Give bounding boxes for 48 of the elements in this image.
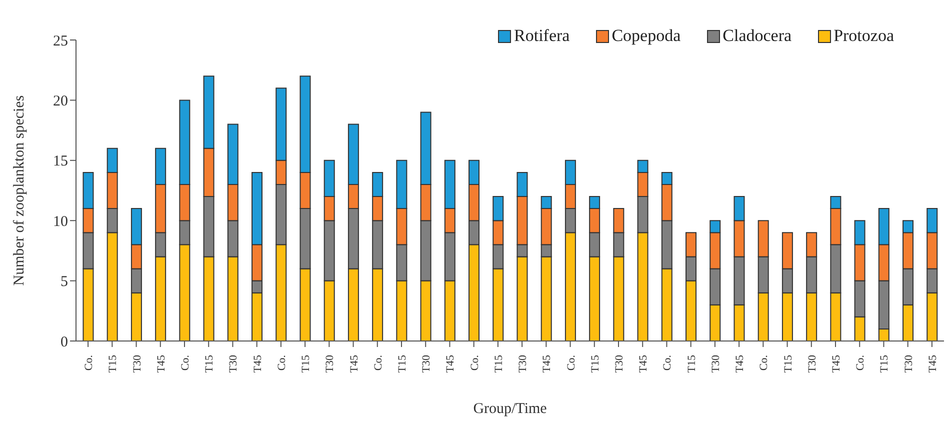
x-tick-label: T15: [204, 354, 216, 373]
x-tick-label: Co.: [180, 354, 192, 371]
x-tick-label: T15: [396, 354, 408, 373]
x-tick-label: T45: [734, 354, 746, 373]
y-tick-label: 10: [53, 214, 68, 230]
x-tick-label: T45: [830, 354, 842, 373]
x-tick-label: T15: [107, 354, 120, 373]
x-tick-label: T15: [492, 354, 505, 373]
x-tick-label: T15: [878, 354, 891, 373]
x-tick-label: T30: [324, 354, 336, 373]
x-tick-label: Co.: [468, 354, 481, 371]
x-tick-label: T30: [420, 354, 433, 373]
legend-label: Cladocera: [722, 26, 792, 46]
x-tick-label: T15: [300, 354, 312, 373]
x-tick-label: T30: [131, 354, 144, 373]
legend-label: Rotifera: [513, 26, 570, 46]
x-tick-label: Co.: [854, 354, 867, 371]
x-tick-label: T30: [806, 354, 818, 373]
x-tick-label: Co.: [758, 354, 770, 371]
x-tick-label: Co.: [662, 354, 674, 371]
y-tick-label: 0: [60, 334, 68, 350]
x-tick-label: T15: [686, 354, 698, 373]
legend-label: Copepoda: [610, 26, 681, 46]
x-tick-label: T45: [348, 354, 360, 373]
y-tick-label: 5: [60, 274, 68, 290]
legend-label: Protozoa: [832, 26, 894, 46]
x-tick-label: T45: [926, 354, 939, 373]
x-tick-label: Co.: [276, 354, 288, 371]
x-tick-label: T45: [541, 354, 554, 373]
x-tick-label: T15: [782, 354, 794, 373]
y-axis-title: Number of zooplankton species: [11, 95, 28, 286]
x-axis-title: Group/Time: [473, 401, 548, 417]
x-tick-label: T30: [710, 354, 722, 373]
x-tick-label: T30: [902, 354, 915, 373]
x-tick-label: T30: [517, 354, 530, 373]
x-tick-label: Co.: [372, 354, 384, 371]
y-tick-label: 25: [53, 33, 68, 50]
x-tick-label: T45: [155, 354, 168, 373]
x-tick-label: T45: [444, 354, 457, 373]
x-tick-label: Co.: [565, 354, 578, 371]
y-tick-label: 15: [53, 154, 68, 170]
x-tick-label: T45: [252, 354, 264, 373]
y-tick-label: 20: [53, 94, 68, 110]
x-tick-label: Co.: [83, 354, 96, 371]
x-tick-label: T30: [614, 354, 626, 373]
x-tick-label: T30: [228, 354, 240, 373]
x-tick-label: T15: [589, 354, 602, 373]
x-tick-label: T45: [638, 354, 650, 373]
